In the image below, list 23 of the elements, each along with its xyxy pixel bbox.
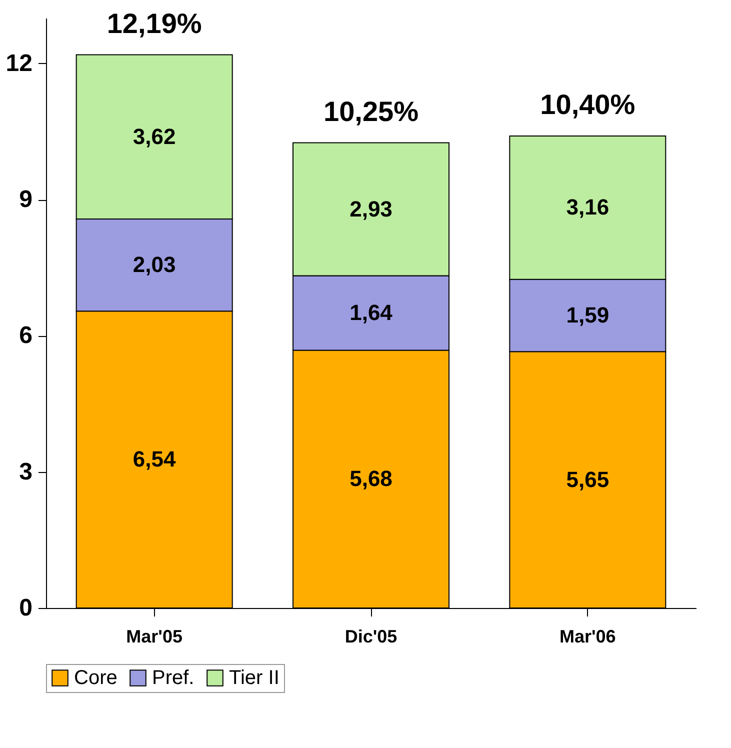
y-tick-label: 3 — [19, 458, 32, 486]
legend-label: Tier II — [229, 667, 280, 689]
y-tick-label: 0 — [19, 594, 32, 622]
x-tick-label: Mar'06 — [560, 626, 616, 646]
total-label: 12,19% — [106, 8, 202, 39]
y-tick-label: 9 — [19, 186, 32, 214]
y-tick-label: 6 — [19, 322, 32, 350]
data-label: 3,16 — [566, 194, 610, 220]
data-label: 5,65 — [566, 466, 610, 492]
data-label: 2,93 — [350, 196, 392, 222]
legend-label: Pref. — [152, 667, 194, 689]
total-label: 10,25% — [324, 96, 419, 127]
x-tick-label: Dic'05 — [344, 626, 398, 646]
data-label: 1,64 — [350, 300, 394, 325]
x-tick-label: Mar'05 — [126, 626, 182, 646]
total-label: 10,40% — [540, 89, 636, 120]
legend-label: Core — [74, 667, 118, 689]
data-label: 3,62 — [132, 124, 176, 149]
data-label: 2,03 — [132, 252, 176, 278]
data-label: 1,59 — [566, 302, 610, 328]
data-label: 5,68 — [350, 466, 392, 492]
data-label: 6,54 — [132, 446, 176, 472]
y-tick-label: 12 — [6, 50, 32, 77]
